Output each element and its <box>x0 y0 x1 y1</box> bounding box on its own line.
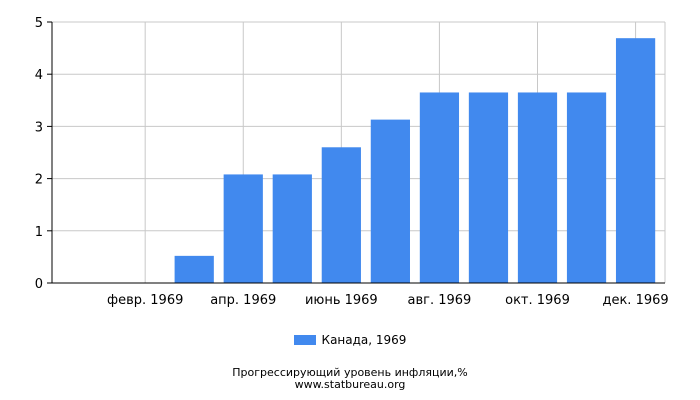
x-tick-label: апр. 1969 <box>210 293 276 308</box>
bar <box>223 174 263 283</box>
bar <box>174 255 214 283</box>
chart-caption: Прогрессирующий уровень инфляции,% <box>232 366 468 379</box>
x-tick-label: дек. 1969 <box>602 293 668 308</box>
y-tick-label: 0 <box>35 277 43 292</box>
source-url: www.statbureau.org <box>294 378 406 391</box>
x-tick-label: июнь 1969 <box>305 293 378 308</box>
y-tick-label: 3 <box>35 120 43 135</box>
bars <box>174 38 656 283</box>
bar <box>419 92 460 283</box>
bar <box>468 92 509 283</box>
bar <box>615 38 656 283</box>
legend-label: Канада, 1969 <box>321 333 407 347</box>
inflation-bar-chart: 0 1 2 3 4 5 февр. 1969 апр. 1969 июнь 1969 авг. 1… <box>35 16 669 308</box>
y-tick-label: 4 <box>35 68 43 83</box>
bar <box>272 174 312 283</box>
bar <box>517 92 558 283</box>
x-tick-label: февр. 1969 <box>107 293 183 308</box>
legend: Канада, 1969 <box>0 333 700 347</box>
bar <box>321 147 361 283</box>
legend-swatch <box>293 335 316 345</box>
x-tick-label: окт. 1969 <box>505 293 570 308</box>
y-tick-label: 1 <box>35 225 43 240</box>
y-tick-label: 5 <box>35 16 43 31</box>
axes <box>47 21 665 284</box>
bar <box>370 119 410 283</box>
x-tick-label: авг. 1969 <box>408 293 472 308</box>
bar <box>566 92 607 283</box>
tick-labels: 0 1 2 3 4 5 февр. 1969 апр. 1969 июнь 1969 авг. 1… <box>35 16 669 308</box>
y-tick-label: 2 <box>35 173 43 188</box>
